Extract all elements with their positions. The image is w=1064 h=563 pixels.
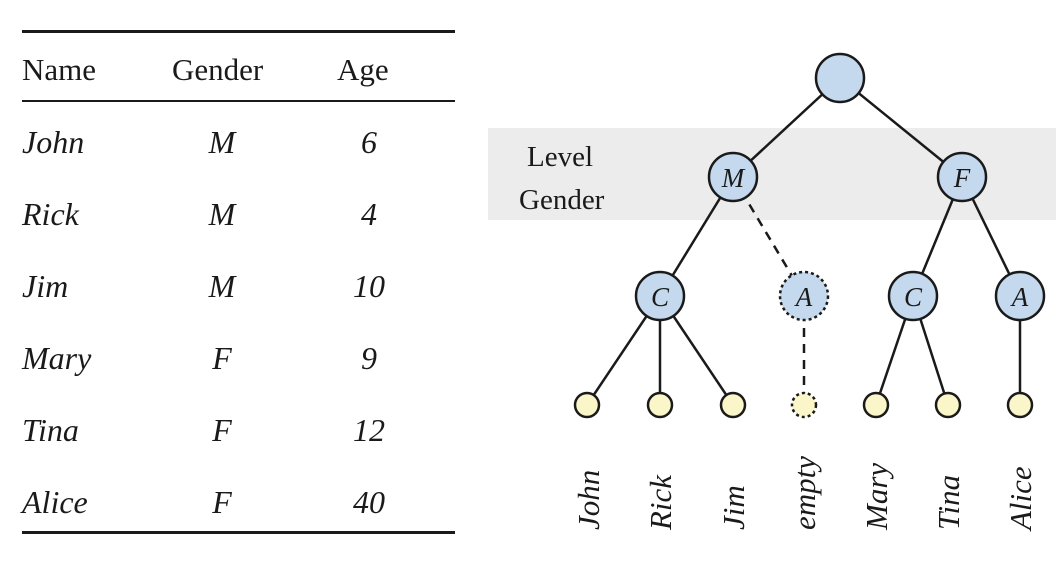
level-label: Level	[527, 141, 593, 173]
leaf-node	[1006, 391, 1034, 419]
leaf-node	[719, 391, 747, 419]
leaf-nodes	[573, 391, 1034, 419]
age-node-label: C	[651, 282, 670, 312]
gender-node-label: M	[721, 163, 746, 193]
age-node-label: A	[794, 282, 813, 312]
cell-age: 10	[353, 268, 385, 304]
gender-node-f: F	[936, 151, 988, 203]
header-age: Age	[337, 52, 389, 87]
table-row: Alice F 40	[22, 485, 455, 557]
leaf-node	[862, 391, 890, 419]
age-node-a-male-empty: A	[778, 270, 830, 322]
leaf-label: John	[571, 470, 606, 530]
cell-gender: M	[208, 124, 236, 160]
cell-gender: F	[212, 340, 232, 376]
table-header-rule	[22, 100, 455, 102]
age-node-label: A	[1010, 282, 1029, 312]
age-node-c-female: C	[887, 270, 939, 322]
cell-name: Alice	[22, 484, 88, 520]
cell-gender: F	[212, 484, 232, 520]
table-row: Rick M 4	[22, 197, 455, 269]
gender-label: Gender	[519, 184, 605, 216]
cell-name: Rick	[22, 196, 79, 232]
age-node-a-female: A	[994, 270, 1046, 322]
cell-gender: F	[212, 412, 232, 448]
leaf-node	[934, 391, 962, 419]
cell-gender: M	[208, 196, 236, 232]
cell-name: Jim	[22, 268, 69, 304]
cell-age: 4	[361, 196, 377, 232]
cell-name: John	[22, 124, 85, 160]
leaf-label: Tina	[931, 475, 966, 530]
table-row: Jim M 10	[22, 269, 455, 341]
cell-age: 9	[361, 340, 377, 376]
cell-name: Mary	[22, 340, 92, 376]
leaf-label: Jim	[716, 485, 751, 530]
gender-node-label: F	[953, 163, 971, 193]
table-row: John M 6	[22, 125, 455, 197]
leaf-label: empty	[787, 456, 822, 530]
leaf-node	[646, 391, 674, 419]
cell-gender: M	[208, 268, 236, 304]
table-row: Mary F 9	[22, 341, 455, 413]
cell-name: Tina	[22, 412, 79, 448]
leaf-node-empty	[790, 391, 818, 419]
age-node-label: C	[904, 282, 923, 312]
table-bottom-rule	[22, 531, 455, 534]
cell-age: 40	[353, 484, 385, 520]
leaf-label: Mary	[859, 463, 894, 531]
leaf-label: Rick	[643, 474, 678, 531]
edge-root-f	[839, 77, 963, 178]
leaf-labels: John Rick Jim empty Mary Tina Alice	[571, 456, 1038, 532]
table-row: Tina F 12	[22, 413, 455, 485]
leaf-node	[573, 391, 601, 419]
cell-age: 12	[353, 412, 385, 448]
table-top-rule	[22, 30, 455, 33]
cell-age: 6	[361, 124, 377, 160]
tree-edges	[585, 77, 1022, 406]
header-gender: Gender	[172, 52, 264, 87]
header-name: Name	[22, 52, 97, 87]
age-node-c-male: C	[634, 270, 686, 322]
gender-node-m: M	[707, 151, 759, 203]
leaf-label: Alice	[1003, 466, 1038, 532]
root-node	[814, 52, 866, 104]
